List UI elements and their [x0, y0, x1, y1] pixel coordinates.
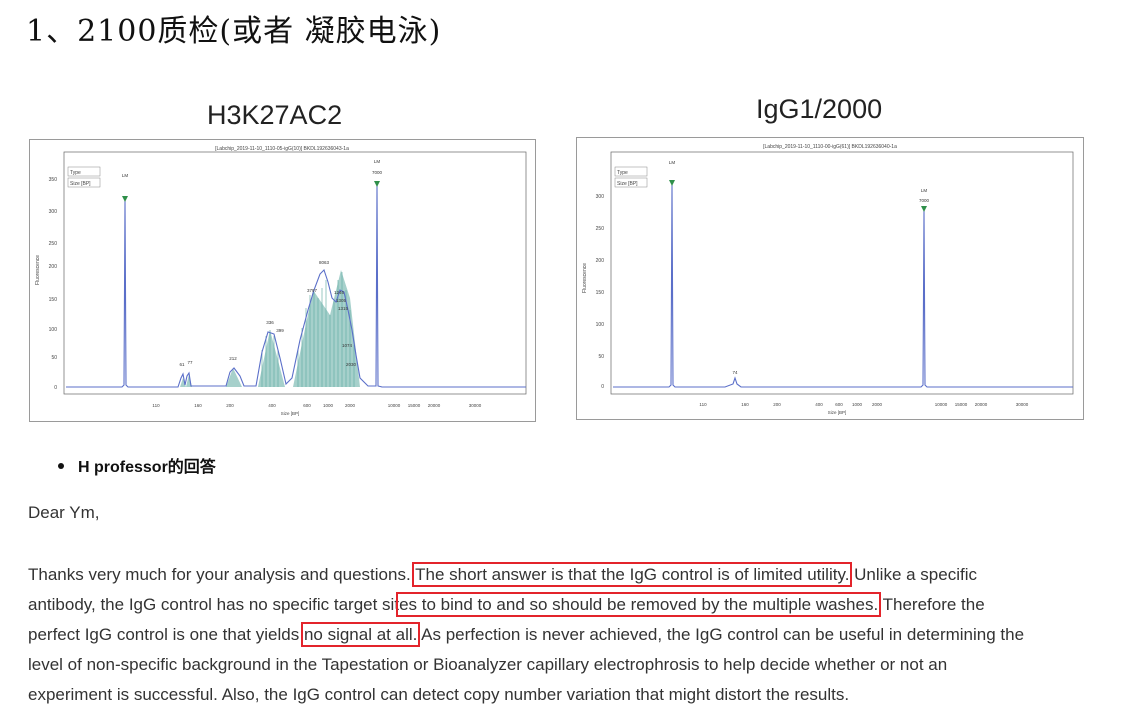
- left-peak-label: 1315: [338, 306, 349, 311]
- left-ytick: 0: [54, 385, 57, 391]
- left-peak-label: 399: [276, 328, 284, 333]
- right-peak-label: 74: [732, 370, 738, 375]
- right-ytick: 200: [596, 258, 605, 264]
- left-ytick: 200: [49, 264, 58, 270]
- left-xtick: 160: [194, 403, 202, 408]
- left-upper-marker-label: LM: [374, 159, 381, 164]
- right-legend-type: Type: [617, 170, 628, 176]
- right-ytick: 150: [596, 290, 605, 296]
- right-xtick: 15000: [955, 402, 968, 407]
- right-electropherogram: [Labchip_2019-11-10_1110-00-igG(61)] BKD…: [576, 137, 1084, 420]
- text-segment: antibody, the IgG control has no specifi…: [28, 595, 400, 614]
- left-legend-type: Type: [70, 170, 81, 176]
- text-segment: Unlike a specific: [854, 565, 977, 584]
- left-peak-label: 212: [229, 356, 237, 361]
- left-xtick: 2000: [345, 403, 356, 408]
- left-xtick: 1000: [323, 403, 334, 408]
- right-ytick: 100: [596, 322, 605, 328]
- right-xtick: 2000: [872, 402, 883, 407]
- left-lower-marker-label: LM: [122, 173, 129, 178]
- left-xtick: 30000: [469, 403, 482, 408]
- right-legend-size: Size [BP]: [617, 181, 638, 187]
- text-segment: Thanks very much for your analysis and q…: [28, 565, 411, 584]
- right-xtick: 30000: [1016, 402, 1029, 407]
- right-xtick: 200: [773, 402, 781, 407]
- left-ytick: 150: [49, 297, 58, 303]
- left-peak-label: 77: [187, 360, 193, 365]
- left-xtick: 20000: [428, 403, 441, 408]
- left-figure-title: H3K27AC2: [207, 100, 343, 130]
- right-ytick: 0: [601, 384, 604, 390]
- right-ytick: 300: [596, 194, 605, 200]
- left-y-label: Fluorescence: [35, 255, 41, 285]
- right-figure-title: IgG1/2000: [756, 94, 883, 124]
- right-upper-marker-value: 7000: [919, 198, 930, 203]
- highlight-box-3: no signal at all.: [300, 622, 421, 647]
- highlight-box-2: es to bind to and so should be removed b…: [396, 592, 882, 617]
- left-upper-marker-value: 7000: [372, 170, 383, 175]
- bullet-item: H professor的回答: [58, 453, 216, 477]
- right-lower-marker-label: LM: [669, 160, 676, 165]
- greeting: Dear Ym,: [28, 503, 100, 522]
- left-ytick: 350: [49, 177, 58, 183]
- highlight-box-1: The short answer is that the IgG control…: [412, 562, 853, 587]
- left-chart-header: [Labchip_2019-11-10_1110-05-igG(10)] BKD…: [215, 146, 349, 152]
- left-ytick: 300: [49, 209, 58, 215]
- left-ytick: 50: [51, 355, 57, 361]
- paragraph-line-5: experiment is successful. Also, the IgG …: [28, 685, 850, 704]
- left-ytick: 250: [49, 241, 58, 247]
- right-xtick: 600: [835, 402, 843, 407]
- right-upper-marker-label: LM: [921, 188, 928, 193]
- left-peak-label: 2030: [346, 362, 357, 367]
- reply-paragraph: Thanks very much for your analysis and q…: [28, 560, 1118, 710]
- right-xtick: 160: [741, 402, 749, 407]
- left-xtick: 110: [152, 403, 160, 408]
- right-xtick: 400: [815, 402, 823, 407]
- right-xtick: 1000: [852, 402, 863, 407]
- left-upper-marker-icon: [374, 181, 380, 187]
- left-xtick: 400: [268, 403, 276, 408]
- left-peak-label: 8063: [319, 260, 330, 265]
- left-x-label: Size [BP]: [281, 411, 300, 416]
- bullet-text: H professor的回答: [78, 459, 216, 476]
- left-xtick: 10000: [388, 403, 401, 408]
- left-xtick: 200: [226, 403, 234, 408]
- left-legend-size: Size [BP]: [70, 181, 91, 187]
- bullet-dot-icon: [58, 462, 64, 469]
- left-lower-marker-icon: [122, 196, 128, 202]
- right-lower-marker-icon: [669, 180, 675, 186]
- text-segment: Therefore the: [882, 595, 985, 614]
- paragraph-line-1: Thanks very much for your analysis and q…: [28, 560, 1118, 590]
- right-ytick: 250: [596, 226, 605, 232]
- left-xtick: 600: [303, 403, 311, 408]
- left-peak-label: 1305: [336, 298, 347, 303]
- right-xtick: 110: [699, 402, 707, 407]
- left-ytick: 100: [49, 327, 58, 333]
- text-segment: perfect IgG control is one that yields: [28, 625, 300, 644]
- left-peak-label: 3797: [307, 288, 318, 293]
- paragraph-line-2: antibody, the IgG control has no specifi…: [28, 590, 1118, 620]
- right-chart-header: [Labchip_2019-11-10_1110-00-igG(61)] BKD…: [763, 144, 897, 150]
- right-xtick: 10000: [935, 402, 948, 407]
- right-upper-marker-icon: [921, 206, 927, 212]
- right-y-label: Fluorescence: [582, 263, 588, 293]
- left-peak-label: 61: [179, 362, 185, 367]
- right-xtick: 20000: [975, 402, 988, 407]
- text-segment: As perfection is never achieved, the IgG…: [421, 625, 1025, 644]
- right-x-label: Size [BP]: [828, 410, 847, 415]
- left-xtick: 15000: [408, 403, 421, 408]
- right-chart-svg: [Labchip_2019-11-10_1110-00-igG(61)] BKD…: [582, 144, 1074, 415]
- paragraph-line-4: level of non-specific background in the …: [28, 655, 948, 674]
- right-ytick: 50: [598, 354, 604, 360]
- left-peak-label: 336: [266, 320, 274, 325]
- left-chart-svg: [Labchip_2019-11-10_1110-05-igG(10)] BKD…: [35, 146, 527, 416]
- left-peak-label: 1246: [334, 290, 345, 295]
- left-electropherogram: [Labchip_2019-11-10_1110-05-igG(10)] BKD…: [29, 139, 536, 422]
- left-peak-label: 1074: [342, 343, 353, 348]
- paragraph-line-3: perfect IgG control is one that yields n…: [28, 620, 1118, 650]
- section-heading: 1、2100质检(或者 凝胶电泳): [26, 14, 442, 49]
